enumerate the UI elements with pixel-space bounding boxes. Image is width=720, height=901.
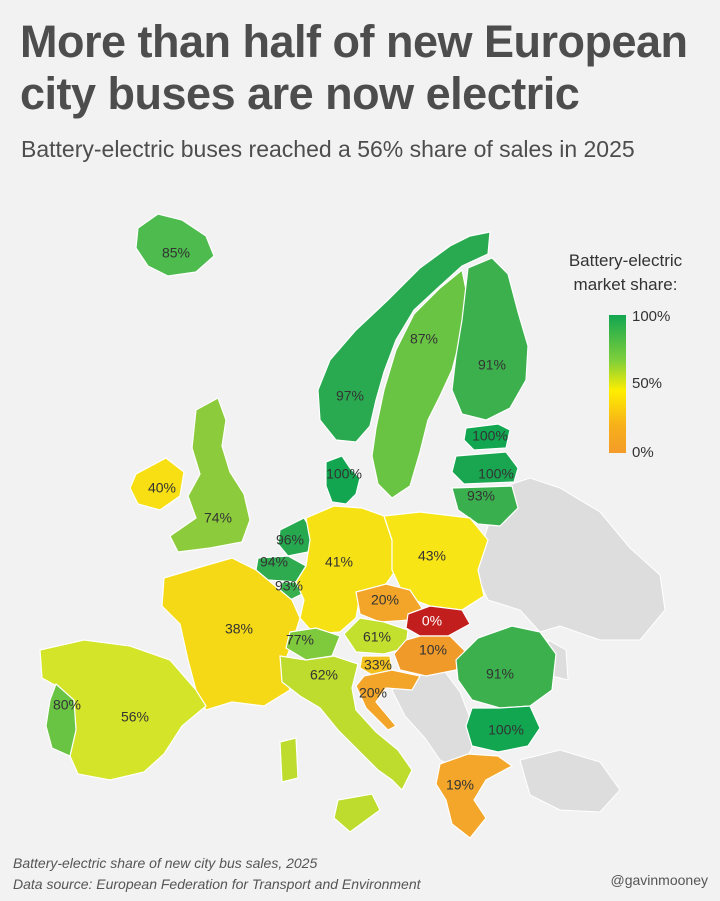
label-poland: 43% (418, 548, 446, 564)
region-lithuania (451, 485, 519, 527)
label-latvia: 100% (478, 466, 514, 482)
region-labels: 85% 97% 87% 91% 100% 100% 93% 100% 40% 7… (53, 245, 524, 793)
label-hungary: 10% (419, 642, 447, 658)
label-sweden: 87% (410, 331, 438, 347)
label-iceland: 85% (162, 245, 190, 261)
label-portugal: 80% (53, 697, 81, 713)
legend-title: Battery-electric market share: (548, 249, 703, 297)
legend-color-bar (609, 315, 626, 453)
label-netherlands: 96% (276, 532, 304, 548)
label-uk: 74% (204, 510, 232, 526)
label-slovakia: 0% (422, 613, 442, 629)
legend-title-line2: market share: (573, 275, 678, 294)
label-denmark: 100% (326, 466, 362, 482)
region-germany (295, 505, 397, 635)
legend-tick-100: 100% (632, 308, 671, 325)
label-croatia: 20% (359, 685, 387, 701)
region-poland (383, 511, 489, 611)
label-belgium: 94% (260, 554, 288, 570)
region-croatia (355, 669, 421, 731)
label-bulgaria: 100% (488, 722, 524, 738)
region-italy (279, 655, 413, 833)
label-czechia: 20% (371, 592, 399, 608)
footer-source: Data source: European Federation for Tra… (13, 876, 421, 892)
region-ireland (129, 457, 185, 511)
region-austria (343, 617, 409, 655)
region-latvia (451, 451, 519, 485)
label-romania: 91% (486, 666, 514, 682)
label-luxembourg: 93% (275, 578, 303, 594)
legend-tick-0: 0% (632, 444, 654, 461)
region-bulgaria (465, 705, 541, 753)
legend-title-line1: Battery-electric (568, 251, 683, 270)
region-denmark (325, 455, 361, 505)
label-austria: 61% (363, 629, 391, 645)
label-finland: 91% (478, 357, 506, 373)
author-credit: @gavinmooney (610, 872, 709, 888)
region-romania (455, 625, 557, 709)
footer-description: Battery-electric share of new city bus s… (13, 855, 318, 871)
country-regions (39, 213, 557, 839)
region-sweden (371, 268, 469, 499)
region-iceland (135, 213, 215, 277)
label-lithuania: 93% (467, 488, 495, 504)
label-spain: 56% (121, 709, 149, 725)
legend-tick-50: 50% (632, 375, 663, 392)
region-hungary (393, 635, 467, 677)
label-greece: 19% (446, 777, 474, 793)
page-subtitle: Battery-electric buses reached a 56% sha… (21, 136, 635, 162)
region-uk (169, 397, 251, 553)
region-norway (317, 231, 491, 443)
label-switzerland: 77% (286, 632, 314, 648)
region-estonia (463, 423, 511, 451)
label-italy: 62% (310, 667, 338, 683)
label-ireland: 40% (148, 480, 176, 496)
region-finland (451, 257, 529, 421)
label-france: 38% (225, 621, 253, 637)
label-germany: 41% (325, 554, 353, 570)
label-slovenia: 33% (364, 657, 392, 673)
no-data-turkey-west (519, 749, 621, 813)
label-estonia: 100% (472, 428, 508, 444)
region-slovakia (405, 605, 471, 637)
page-title: More than half of new European city buse… (20, 16, 688, 119)
region-portugal (45, 682, 77, 757)
region-greece (435, 753, 514, 839)
label-norway: 97% (336, 388, 364, 404)
